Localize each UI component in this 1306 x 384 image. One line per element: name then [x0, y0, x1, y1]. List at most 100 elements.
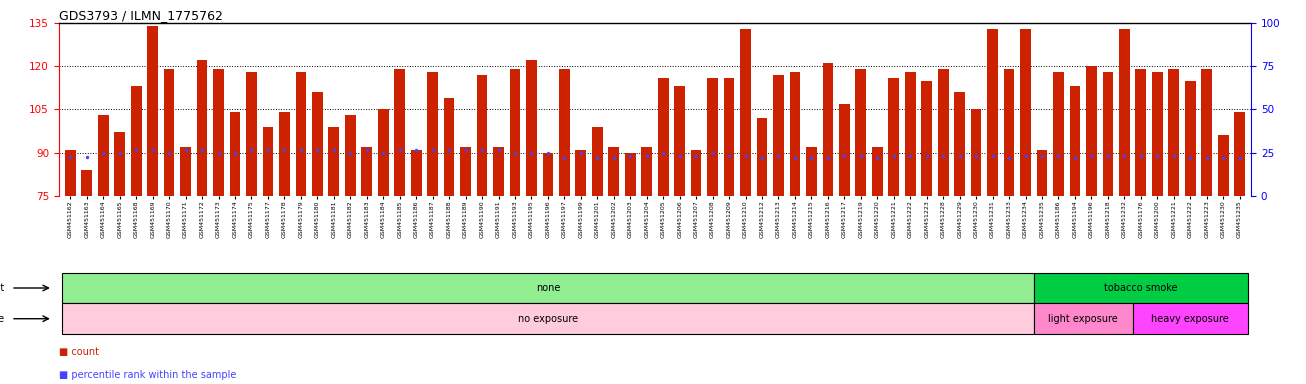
- Point: [422, 147, 443, 153]
- Point: [307, 147, 328, 153]
- Bar: [1102, 72, 1113, 196]
- Bar: [411, 150, 422, 196]
- Text: agent: agent: [0, 283, 5, 293]
- Text: GDS3793 / ILMN_1775762: GDS3793 / ILMN_1775762: [59, 9, 222, 22]
- Bar: [345, 115, 355, 196]
- Bar: [1070, 86, 1080, 196]
- Bar: [115, 132, 125, 196]
- Point: [1179, 156, 1200, 162]
- Point: [389, 147, 410, 153]
- Bar: [1034, 303, 1132, 334]
- Point: [1147, 152, 1168, 159]
- Bar: [1202, 69, 1212, 196]
- Bar: [609, 147, 619, 196]
- Point: [290, 147, 311, 153]
- Point: [538, 149, 559, 156]
- Bar: [460, 147, 471, 196]
- Point: [801, 156, 821, 162]
- Point: [603, 156, 624, 162]
- Point: [932, 152, 953, 159]
- Point: [242, 147, 263, 153]
- Bar: [377, 109, 389, 196]
- Bar: [888, 78, 899, 196]
- Point: [1047, 152, 1068, 159]
- Bar: [674, 86, 686, 196]
- Point: [1097, 152, 1118, 159]
- Bar: [81, 170, 93, 196]
- Point: [1064, 156, 1085, 162]
- Bar: [756, 118, 768, 196]
- Bar: [1037, 150, 1047, 196]
- Bar: [724, 78, 734, 196]
- Point: [703, 149, 724, 156]
- Bar: [1169, 69, 1179, 196]
- Bar: [494, 147, 504, 196]
- Point: [372, 149, 393, 156]
- Bar: [773, 75, 784, 196]
- Point: [669, 152, 690, 159]
- Bar: [641, 147, 652, 196]
- Point: [454, 147, 475, 153]
- Point: [1229, 156, 1250, 162]
- Bar: [180, 147, 191, 196]
- Bar: [790, 72, 801, 196]
- Point: [1213, 156, 1234, 162]
- Point: [158, 149, 179, 156]
- Point: [1164, 152, 1185, 159]
- Bar: [955, 92, 965, 196]
- Bar: [1020, 29, 1030, 196]
- Bar: [362, 147, 372, 196]
- Point: [1114, 152, 1135, 159]
- Bar: [1053, 72, 1064, 196]
- Text: tobacco smoke: tobacco smoke: [1104, 283, 1178, 293]
- Bar: [246, 72, 257, 196]
- Point: [982, 152, 1003, 159]
- Point: [439, 147, 460, 153]
- Point: [76, 154, 97, 160]
- Point: [225, 149, 246, 156]
- Point: [93, 149, 114, 156]
- Point: [1131, 152, 1152, 159]
- Point: [142, 147, 163, 153]
- Point: [718, 152, 739, 159]
- Point: [653, 149, 674, 156]
- Bar: [509, 69, 520, 196]
- Point: [125, 147, 146, 153]
- Point: [1032, 152, 1053, 159]
- Point: [586, 156, 607, 162]
- Bar: [98, 115, 108, 196]
- Bar: [279, 113, 290, 196]
- Bar: [905, 72, 916, 196]
- Bar: [230, 113, 240, 196]
- Bar: [394, 69, 405, 196]
- Bar: [708, 78, 718, 196]
- Point: [636, 152, 657, 159]
- Bar: [1135, 69, 1147, 196]
- Point: [60, 154, 81, 160]
- Point: [883, 152, 904, 159]
- Point: [274, 147, 295, 153]
- Text: none: none: [535, 283, 560, 293]
- Bar: [838, 104, 850, 196]
- Point: [751, 156, 772, 162]
- Point: [818, 156, 838, 162]
- Point: [406, 147, 427, 153]
- Point: [471, 147, 492, 153]
- Bar: [1087, 66, 1097, 196]
- Point: [620, 152, 641, 159]
- Bar: [624, 153, 636, 196]
- Point: [554, 156, 575, 162]
- Point: [192, 147, 213, 153]
- Bar: [576, 150, 586, 196]
- Bar: [295, 72, 306, 196]
- Bar: [855, 69, 866, 196]
- Point: [949, 152, 970, 159]
- Bar: [542, 153, 554, 196]
- Bar: [1217, 136, 1229, 196]
- Bar: [938, 69, 948, 196]
- Text: dose: dose: [0, 314, 5, 324]
- Bar: [1004, 69, 1015, 196]
- Point: [835, 152, 855, 159]
- Bar: [806, 147, 816, 196]
- Bar: [823, 63, 833, 196]
